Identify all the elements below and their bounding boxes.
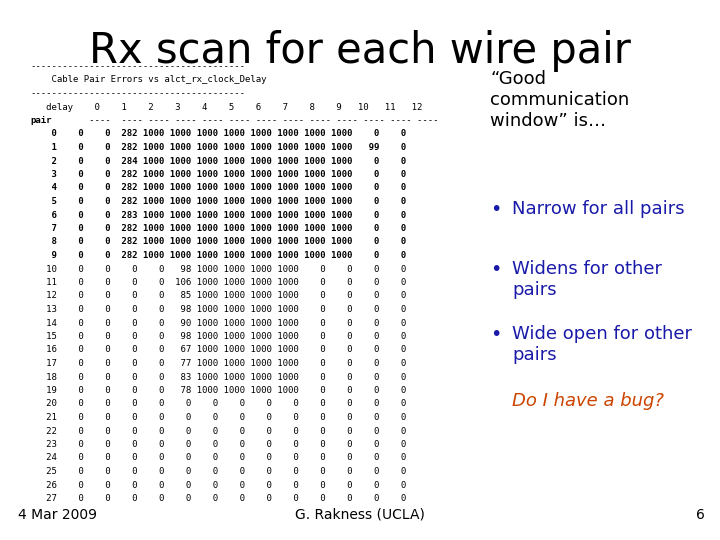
Text: Cable Pair Errors vs alct_rx_clock_Delay: Cable Pair Errors vs alct_rx_clock_Delay	[30, 76, 266, 84]
Text: 11    0    0    0    0  106 1000 1000 1000 1000    0    0    0    0: 11 0 0 0 0 106 1000 1000 1000 1000 0 0 0…	[30, 278, 406, 287]
Text: ----  ---- ---- ---- ---- ---- ---- ---- ---- ---- ---- ---- ----: ---- ---- ---- ---- ---- ---- ---- ---- …	[30, 116, 438, 125]
Text: Do I have a bug?: Do I have a bug?	[512, 392, 664, 410]
Text: 0    0    0  282 1000 1000 1000 1000 1000 1000 1000 1000    0    0: 0 0 0 282 1000 1000 1000 1000 1000 1000 …	[30, 130, 406, 138]
Text: 4    0    0  282 1000 1000 1000 1000 1000 1000 1000 1000    0    0: 4 0 0 282 1000 1000 1000 1000 1000 1000 …	[30, 184, 406, 192]
Text: ----------------------------------------: ----------------------------------------	[30, 62, 245, 71]
Text: 2    0    0  284 1000 1000 1000 1000 1000 1000 1000 1000    0    0: 2 0 0 284 1000 1000 1000 1000 1000 1000 …	[30, 157, 406, 165]
Text: 9    0    0  282 1000 1000 1000 1000 1000 1000 1000 1000    0    0: 9 0 0 282 1000 1000 1000 1000 1000 1000 …	[30, 251, 406, 260]
Text: delay    0    1    2    3    4    5    6    7    8    9   10   11   12: delay 0 1 2 3 4 5 6 7 8 9 10 11 12	[30, 103, 423, 111]
Text: 5    0    0  282 1000 1000 1000 1000 1000 1000 1000 1000    0    0: 5 0 0 282 1000 1000 1000 1000 1000 1000 …	[30, 197, 406, 206]
Text: ----------------------------------------: ----------------------------------------	[30, 89, 245, 98]
Text: 23    0    0    0    0    0    0    0    0    0    0    0    0    0: 23 0 0 0 0 0 0 0 0 0 0 0 0 0	[30, 440, 406, 449]
Text: pair: pair	[30, 116, 52, 125]
Text: 10    0    0    0    0   98 1000 1000 1000 1000    0    0    0    0: 10 0 0 0 0 98 1000 1000 1000 1000 0 0 0 …	[30, 265, 406, 273]
Text: G. Rakness (UCLA): G. Rakness (UCLA)	[295, 508, 425, 522]
Text: •: •	[490, 260, 501, 279]
Text: •: •	[490, 325, 501, 344]
Text: “Good
communication
window” is…: “Good communication window” is…	[490, 70, 629, 130]
Text: 12    0    0    0    0   85 1000 1000 1000 1000    0    0    0    0: 12 0 0 0 0 85 1000 1000 1000 1000 0 0 0 …	[30, 292, 406, 300]
Text: 4 Mar 2009: 4 Mar 2009	[18, 508, 97, 522]
Text: Wide open for other
pairs: Wide open for other pairs	[512, 325, 692, 364]
Text: 13    0    0    0    0   98 1000 1000 1000 1000    0    0    0    0: 13 0 0 0 0 98 1000 1000 1000 1000 0 0 0 …	[30, 305, 406, 314]
Text: 19    0    0    0    0   78 1000 1000 1000 1000    0    0    0    0: 19 0 0 0 0 78 1000 1000 1000 1000 0 0 0 …	[30, 386, 406, 395]
Text: •: •	[490, 200, 501, 219]
Text: 8    0    0  282 1000 1000 1000 1000 1000 1000 1000 1000    0    0: 8 0 0 282 1000 1000 1000 1000 1000 1000 …	[30, 238, 406, 246]
Text: Widens for other
pairs: Widens for other pairs	[512, 260, 662, 299]
Text: 27    0    0    0    0    0    0    0    0    0    0    0    0    0: 27 0 0 0 0 0 0 0 0 0 0 0 0 0	[30, 494, 406, 503]
Text: 17    0    0    0    0   77 1000 1000 1000 1000    0    0    0    0: 17 0 0 0 0 77 1000 1000 1000 1000 0 0 0 …	[30, 359, 406, 368]
Text: 6    0    0  283 1000 1000 1000 1000 1000 1000 1000 1000    0    0: 6 0 0 283 1000 1000 1000 1000 1000 1000 …	[30, 211, 406, 219]
Text: 20    0    0    0    0    0    0    0    0    0    0    0    0    0: 20 0 0 0 0 0 0 0 0 0 0 0 0 0	[30, 400, 406, 408]
Text: 16    0    0    0    0   67 1000 1000 1000 1000    0    0    0    0: 16 0 0 0 0 67 1000 1000 1000 1000 0 0 0 …	[30, 346, 406, 354]
Text: Narrow for all pairs: Narrow for all pairs	[512, 200, 685, 218]
Text: 14    0    0    0    0   90 1000 1000 1000 1000    0    0    0    0: 14 0 0 0 0 90 1000 1000 1000 1000 0 0 0 …	[30, 319, 406, 327]
Text: 15    0    0    0    0   98 1000 1000 1000 1000    0    0    0    0: 15 0 0 0 0 98 1000 1000 1000 1000 0 0 0 …	[30, 332, 406, 341]
Text: 26    0    0    0    0    0    0    0    0    0    0    0    0    0: 26 0 0 0 0 0 0 0 0 0 0 0 0 0	[30, 481, 406, 489]
Text: 25    0    0    0    0    0    0    0    0    0    0    0    0    0: 25 0 0 0 0 0 0 0 0 0 0 0 0 0	[30, 467, 406, 476]
Text: 3    0    0  282 1000 1000 1000 1000 1000 1000 1000 1000    0    0: 3 0 0 282 1000 1000 1000 1000 1000 1000 …	[30, 170, 406, 179]
Text: 21    0    0    0    0    0    0    0    0    0    0    0    0    0: 21 0 0 0 0 0 0 0 0 0 0 0 0 0	[30, 413, 406, 422]
Text: 22    0    0    0    0    0    0    0    0    0    0    0    0    0: 22 0 0 0 0 0 0 0 0 0 0 0 0 0	[30, 427, 406, 435]
Text: 6: 6	[696, 508, 705, 522]
Text: 7    0    0  282 1000 1000 1000 1000 1000 1000 1000 1000    0    0: 7 0 0 282 1000 1000 1000 1000 1000 1000 …	[30, 224, 406, 233]
Text: 1    0    0  282 1000 1000 1000 1000 1000 1000 1000 1000   99    0: 1 0 0 282 1000 1000 1000 1000 1000 1000 …	[30, 143, 406, 152]
Text: Rx scan for each wire pair: Rx scan for each wire pair	[89, 30, 631, 72]
Text: 18    0    0    0    0   83 1000 1000 1000 1000    0    0    0    0: 18 0 0 0 0 83 1000 1000 1000 1000 0 0 0 …	[30, 373, 406, 381]
Text: 24    0    0    0    0    0    0    0    0    0    0    0    0    0: 24 0 0 0 0 0 0 0 0 0 0 0 0 0	[30, 454, 406, 462]
